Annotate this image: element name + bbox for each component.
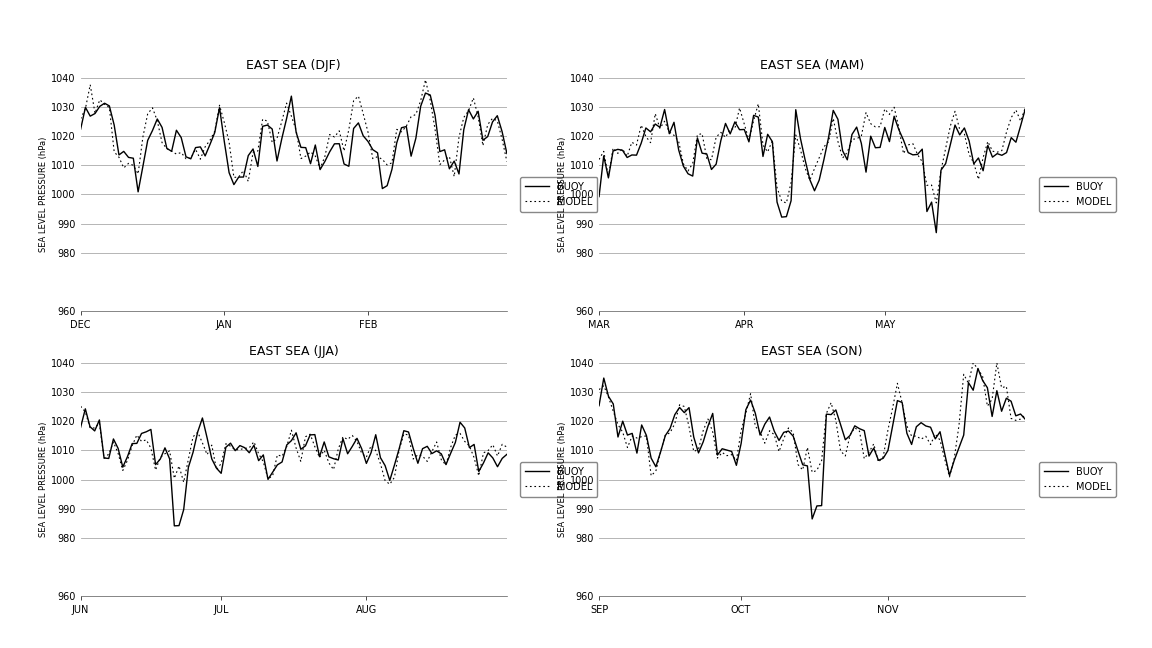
BUOY [167, 522, 181, 529]
BUOY [1014, 410, 1028, 418]
MODEL [500, 157, 514, 165]
MODEL [780, 199, 794, 207]
MODEL [434, 456, 448, 464]
BUOY [971, 365, 985, 373]
MODEL [74, 115, 88, 122]
BUOY [934, 167, 948, 174]
Title: EAST SEA (JJA): EAST SEA (JJA) [249, 345, 339, 358]
MODEL [131, 170, 145, 178]
BUOY [447, 157, 461, 165]
BUOY [74, 125, 88, 133]
BUOY [500, 150, 514, 157]
MODEL [957, 371, 971, 378]
BUOY [925, 198, 939, 206]
BUOY [376, 185, 389, 192]
BUOY [438, 146, 452, 154]
MODEL [592, 386, 606, 393]
BUOY [930, 229, 943, 237]
BUOY [805, 515, 819, 523]
BUOY [843, 432, 857, 439]
MODEL [203, 137, 217, 145]
MODEL [438, 156, 452, 164]
BUOY [78, 405, 92, 413]
MODEL [939, 145, 953, 152]
BUOY [592, 402, 606, 410]
MODEL [491, 117, 505, 125]
BUOY [136, 163, 150, 170]
MODEL [943, 122, 957, 130]
Y-axis label: SEA LEVEL PRESSURE (hPa): SEA LEVEL PRESSURE (hPa) [39, 137, 48, 252]
Legend: BUOY, MODEL: BUOY, MODEL [521, 177, 598, 212]
BUOY [336, 435, 350, 443]
Title: EAST SEA (DJF): EAST SEA (DJF) [247, 60, 341, 73]
MODEL [934, 167, 948, 174]
MODEL [382, 480, 396, 488]
MODEL [942, 473, 956, 481]
MODEL [376, 156, 389, 163]
Line: MODEL: MODEL [599, 363, 1025, 477]
MODEL [411, 451, 425, 459]
MODEL [751, 100, 765, 108]
MODEL [839, 452, 852, 460]
BUOY [439, 461, 453, 469]
MODEL [74, 402, 88, 410]
BUOY [491, 112, 505, 120]
MODEL [392, 446, 406, 454]
BUOY [957, 431, 971, 439]
MODEL [916, 158, 930, 166]
BUOY [74, 423, 88, 431]
Y-axis label: SEA LEVEL PRESSURE (hPa): SEA LEVEL PRESSURE (hPa) [39, 422, 48, 537]
MODEL [702, 415, 715, 423]
MODEL [967, 359, 980, 367]
BUOY [644, 454, 658, 462]
Legend: BUOY, MODEL: BUOY, MODEL [1039, 462, 1116, 497]
MODEL [1018, 411, 1032, 419]
MODEL [592, 156, 606, 163]
MODEL [644, 472, 658, 480]
MODEL [420, 457, 434, 465]
MODEL [416, 452, 430, 460]
BUOY [425, 450, 439, 457]
MODEL [691, 445, 705, 453]
MODEL [1018, 104, 1032, 111]
Y-axis label: SEA LEVEL PRESSURE (hPa): SEA LEVEL PRESSURE (hPa) [558, 137, 567, 252]
MODEL [500, 443, 514, 451]
BUOY [702, 422, 715, 430]
BUOY [500, 450, 514, 458]
BUOY [207, 129, 221, 137]
MODEL [855, 132, 869, 140]
Y-axis label: SEA LEVEL PRESSURE (hPa): SEA LEVEL PRESSURE (hPa) [558, 422, 567, 537]
Line: BUOY: BUOY [81, 93, 507, 192]
MODEL [957, 130, 971, 138]
Legend: BUOY, MODEL: BUOY, MODEL [521, 462, 598, 497]
BUOY [418, 89, 432, 97]
Legend: BUOY, MODEL: BUOY, MODEL [1039, 177, 1116, 212]
BUOY [1018, 105, 1032, 113]
BUOY [397, 427, 411, 435]
MODEL [418, 76, 432, 84]
MODEL [327, 466, 341, 474]
MODEL [1014, 415, 1028, 423]
BUOY [592, 192, 606, 200]
Title: EAST SEA (MAM): EAST SEA (MAM) [760, 60, 864, 73]
Line: BUOY: BUOY [81, 409, 507, 526]
Line: MODEL: MODEL [81, 80, 507, 181]
Title: EAST SEA (SON): EAST SEA (SON) [761, 345, 863, 358]
BUOY [939, 160, 953, 168]
BUOY [131, 188, 145, 196]
BUOY [953, 131, 967, 139]
BUOY [1018, 415, 1032, 423]
MODEL [447, 172, 461, 180]
BUOY [846, 131, 859, 139]
BUOY [691, 449, 705, 457]
BUOY [420, 443, 434, 450]
Line: BUOY: BUOY [599, 109, 1025, 233]
BUOY [905, 151, 919, 159]
MODEL [242, 178, 256, 185]
Line: MODEL: MODEL [599, 104, 1025, 203]
Line: MODEL: MODEL [81, 406, 507, 484]
BUOY [416, 445, 430, 452]
Line: BUOY: BUOY [599, 369, 1025, 519]
